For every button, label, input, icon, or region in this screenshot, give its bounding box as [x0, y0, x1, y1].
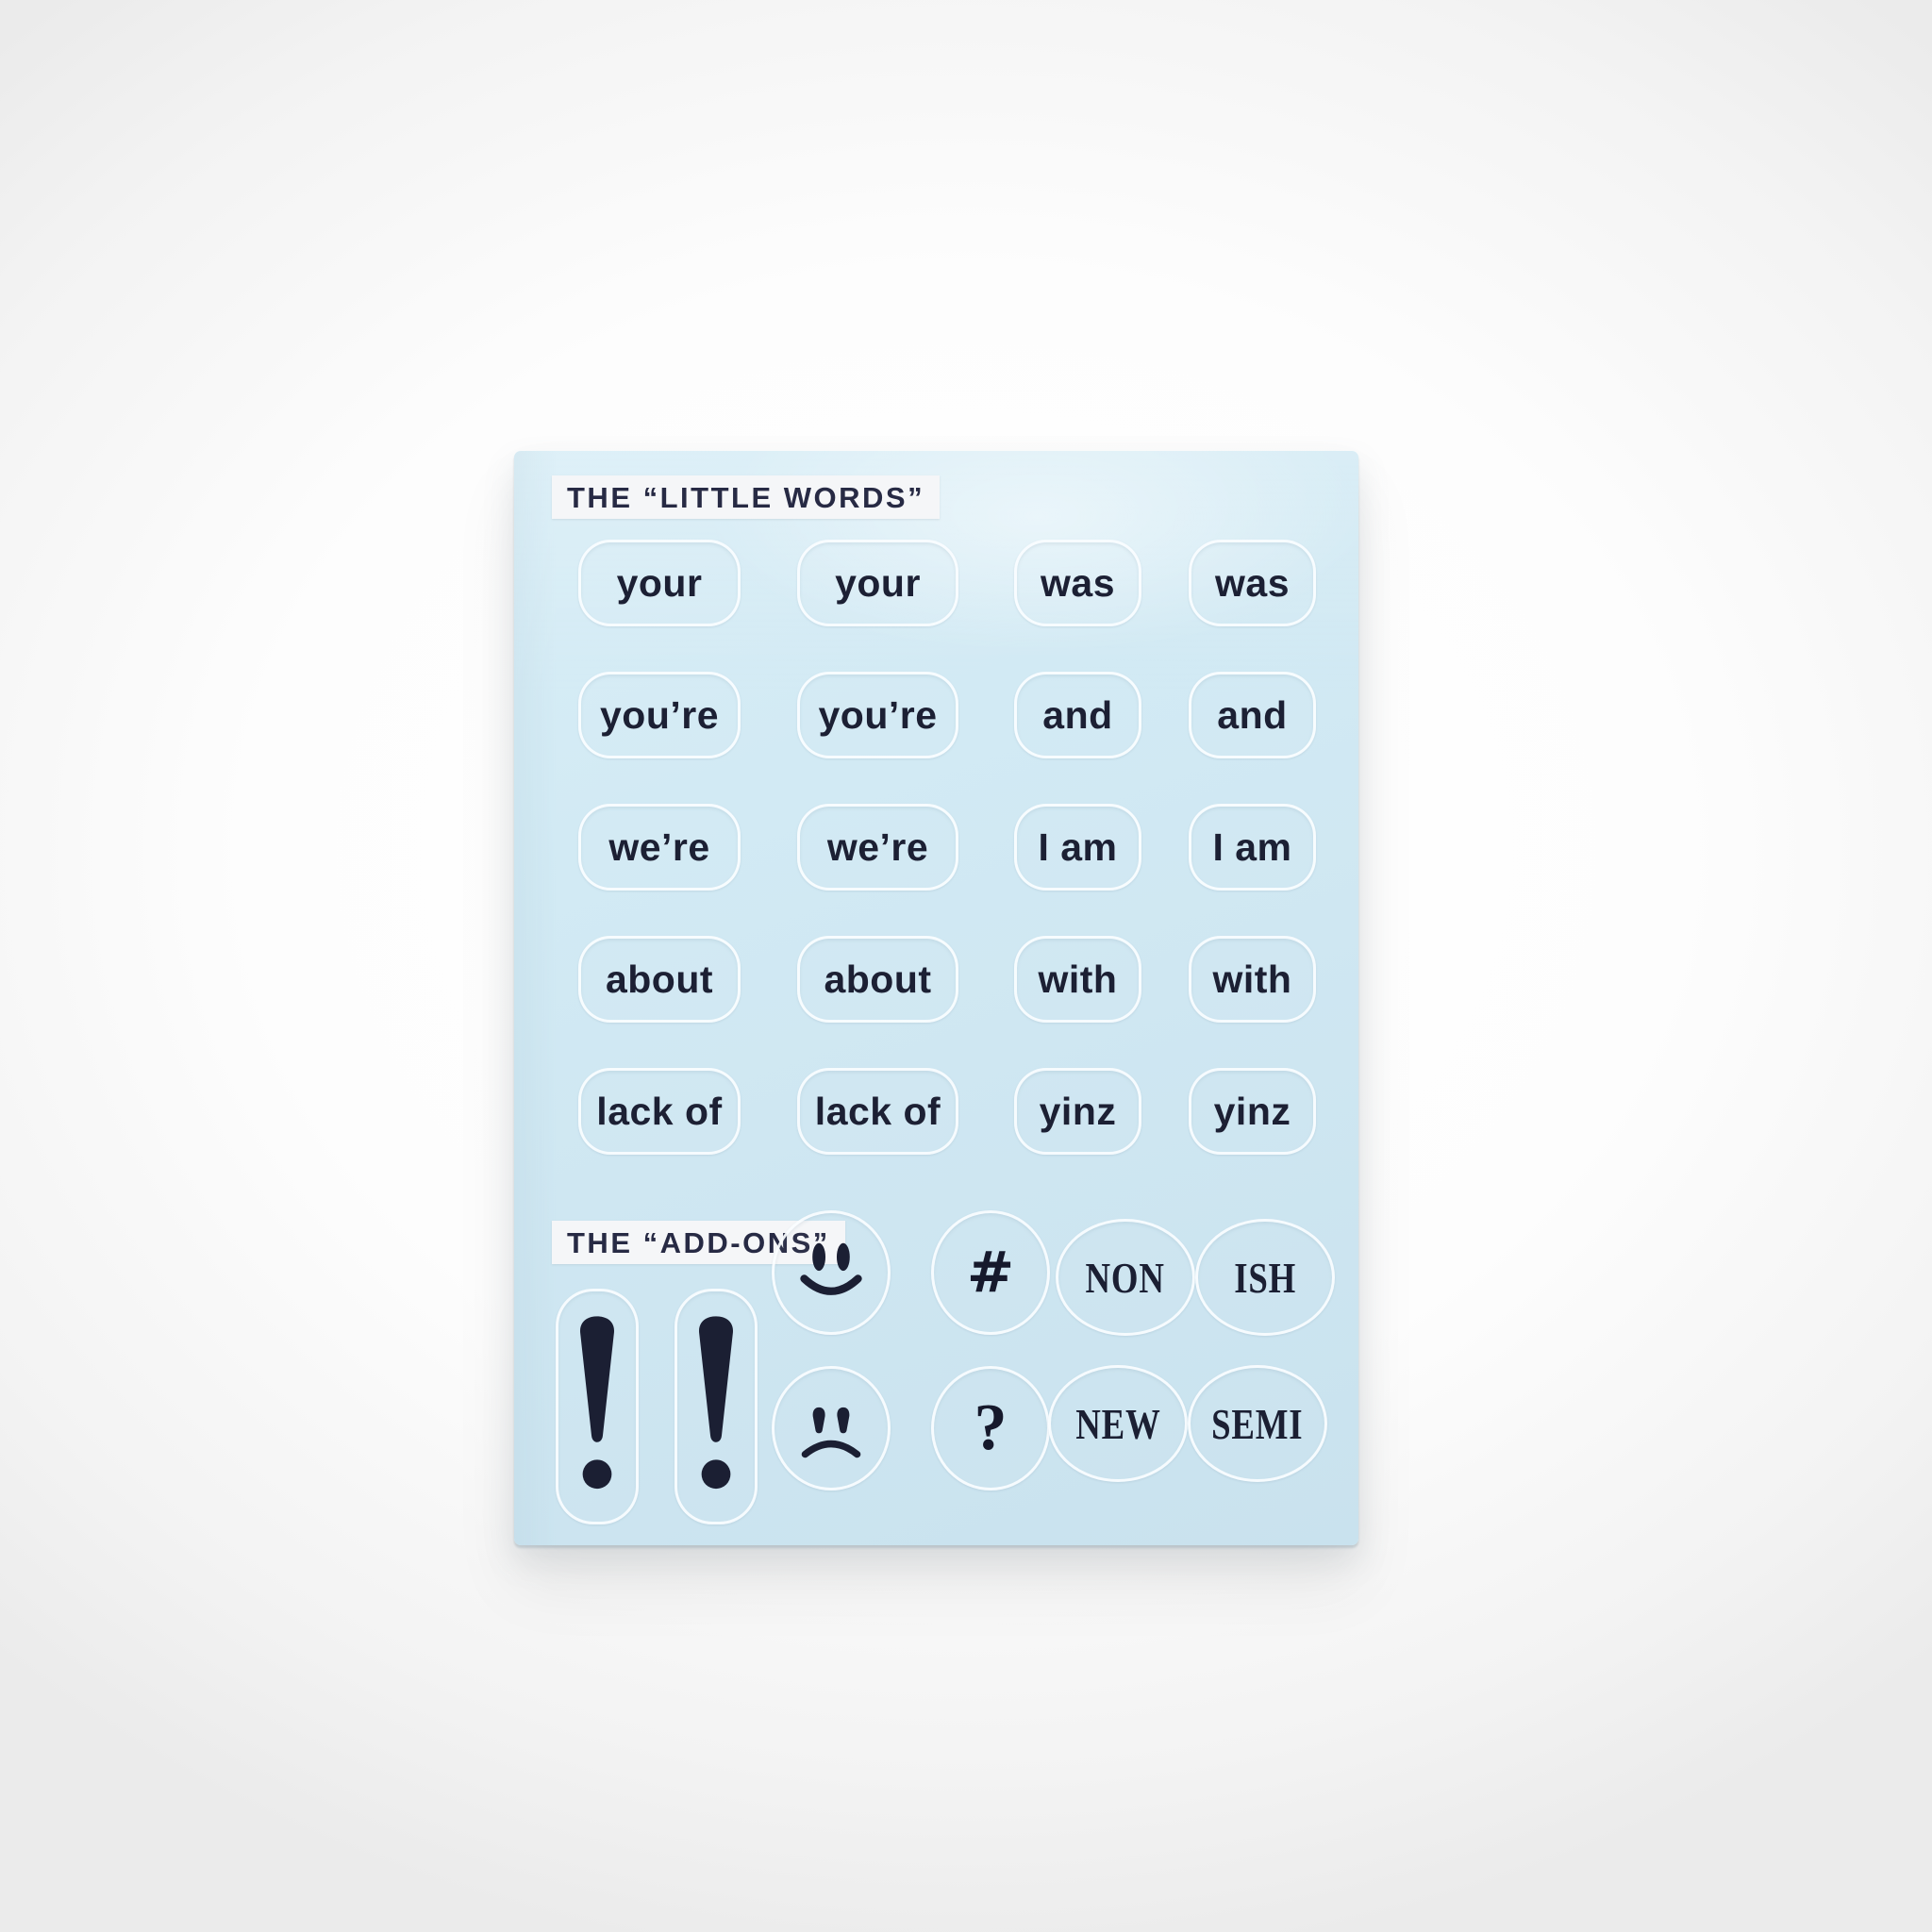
- word-sticker-label: I am: [1038, 824, 1118, 869]
- word-sticker-label: was: [1041, 560, 1115, 605]
- word-sticker: we’re: [578, 804, 741, 891]
- semi-sticker-label: SEMI: [1211, 1399, 1304, 1448]
- word-sticker: and: [1189, 672, 1316, 758]
- word-sticker: with: [1014, 936, 1141, 1023]
- word-sticker: you’re: [578, 672, 741, 758]
- smiley-sticker: [772, 1210, 891, 1335]
- word-sticker: and: [1014, 672, 1141, 758]
- exclamation-mark-icon: [683, 1306, 749, 1507]
- word-sticker-label: we’re: [608, 824, 710, 869]
- question-mark-sticker: ?: [931, 1366, 1050, 1491]
- word-sticker: your: [578, 540, 741, 626]
- new-sticker-label: NEW: [1074, 1399, 1161, 1448]
- exclamation-mark-icon: [564, 1306, 630, 1507]
- word-sticker-label: with: [1212, 957, 1292, 1001]
- hashtag-sticker: #: [931, 1210, 1050, 1335]
- word-sticker-label: yinz: [1039, 1089, 1117, 1133]
- sad-face-sticker: [772, 1366, 891, 1491]
- exclamation-sticker: [675, 1289, 758, 1524]
- word-sticker-label: lack of: [814, 1089, 941, 1133]
- little-words-section-label: THE “LITTLE WORDS”: [552, 475, 941, 519]
- ish-sticker: ISH: [1195, 1219, 1335, 1336]
- word-sticker: yinz: [1189, 1068, 1316, 1155]
- word-sticker: was: [1189, 540, 1316, 626]
- word-sticker: your: [797, 540, 958, 626]
- word-sticker: I am: [1014, 804, 1141, 891]
- word-sticker-label: we’re: [826, 824, 929, 869]
- word-sticker: lack of: [797, 1068, 958, 1155]
- semi-sticker: SEMI: [1188, 1365, 1327, 1482]
- word-sticker: I am: [1189, 804, 1316, 891]
- word-sticker-label: about: [605, 957, 714, 1001]
- word-sticker-label: you’re: [818, 692, 938, 737]
- ish-sticker-label: ISH: [1234, 1253, 1296, 1302]
- word-sticker: about: [578, 936, 741, 1023]
- word-sticker-label: you’re: [599, 692, 720, 737]
- sticker-sheet: THE “LITTLE WORDS” your your was was you…: [514, 451, 1358, 1545]
- word-sticker-label: yinz: [1213, 1089, 1291, 1133]
- word-sticker: yinz: [1014, 1068, 1141, 1155]
- word-sticker: lack of: [578, 1068, 741, 1155]
- exclamation-sticker: [556, 1289, 639, 1524]
- word-sticker-label: your: [616, 560, 703, 605]
- word-sticker: about: [797, 936, 958, 1023]
- word-sticker-label: and: [1042, 692, 1113, 737]
- non-sticker: NON: [1056, 1219, 1195, 1336]
- question-mark-icon: ?: [974, 1391, 1008, 1464]
- word-sticker: we’re: [797, 804, 958, 891]
- word-sticker: was: [1014, 540, 1141, 626]
- word-sticker-label: I am: [1212, 824, 1292, 869]
- word-sticker: with: [1189, 936, 1316, 1023]
- word-sticker-label: was: [1215, 560, 1290, 605]
- sad-face-icon: [788, 1385, 874, 1472]
- word-sticker-label: your: [835, 560, 921, 605]
- smiley-face-icon: [788, 1229, 874, 1316]
- new-sticker: NEW: [1048, 1365, 1188, 1482]
- word-sticker: you’re: [797, 672, 958, 758]
- hashtag-icon: #: [966, 1240, 1015, 1306]
- word-sticker-label: lack of: [596, 1089, 723, 1133]
- word-sticker-label: and: [1217, 692, 1288, 737]
- non-sticker-label: NON: [1085, 1253, 1166, 1302]
- word-sticker-label: with: [1038, 957, 1118, 1001]
- word-sticker-label: about: [824, 957, 932, 1001]
